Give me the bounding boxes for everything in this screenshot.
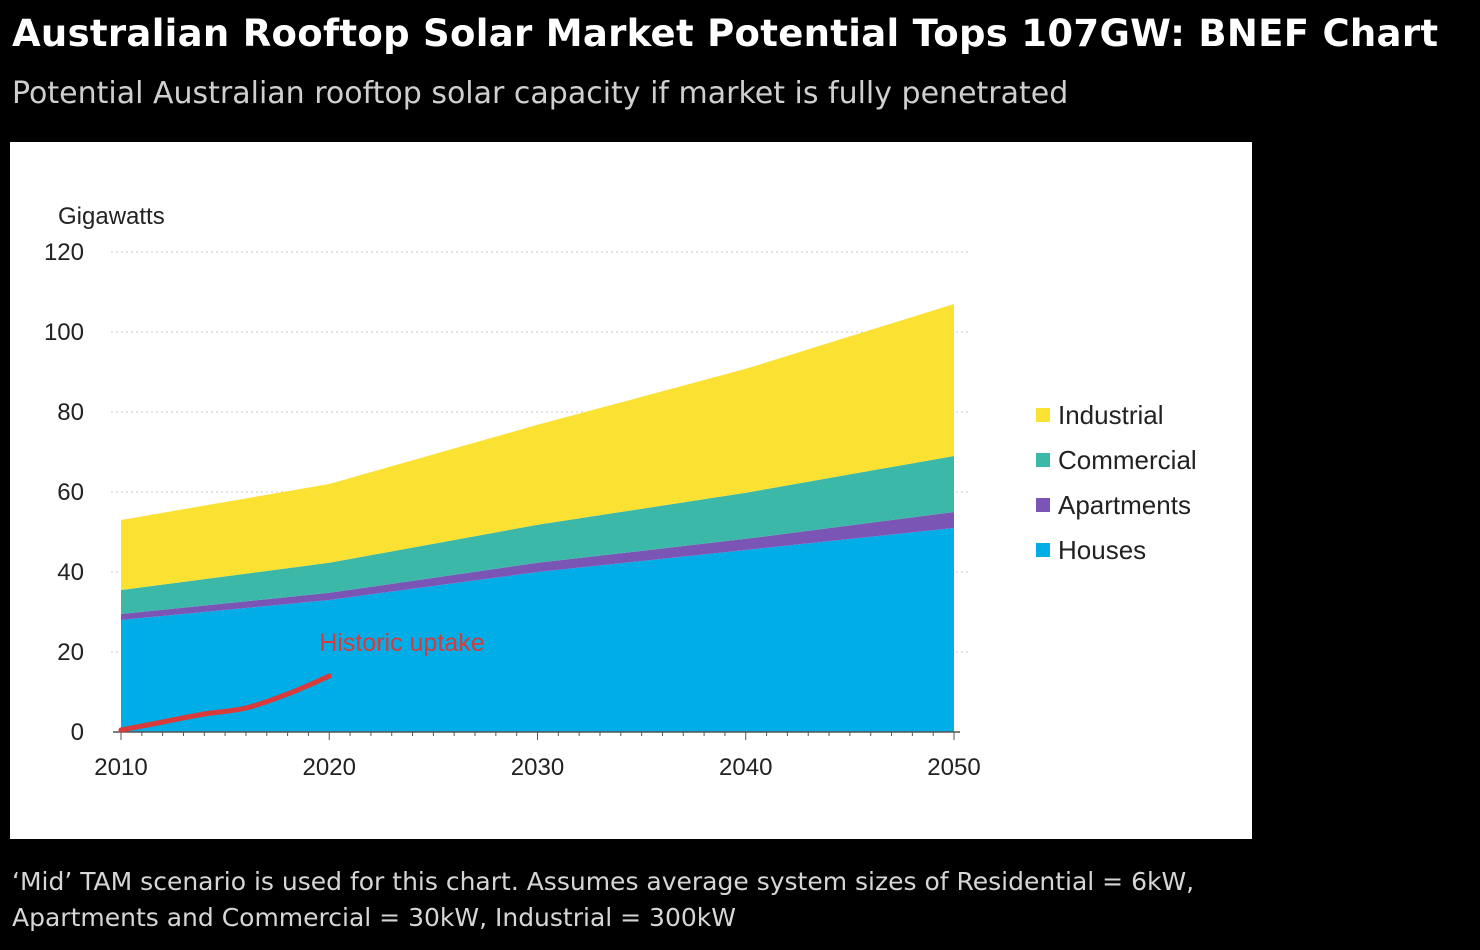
legend-swatch-apartments xyxy=(1036,498,1050,512)
chart-panel: Gigawatts 0 20 40 60 80 100 120 2010 2020 2030 204… xyxy=(10,142,1252,839)
legend-label-commercial: Commercial xyxy=(1058,445,1197,475)
footnote-line-1: ‘Mid’ TAM scenario is used for this char… xyxy=(12,867,1195,896)
x-tick-label: 2010 xyxy=(94,754,147,781)
x-tick-label: 2040 xyxy=(719,754,772,781)
y-tick-label: 120 xyxy=(44,239,84,266)
x-tick-label: 2050 xyxy=(927,754,980,781)
legend-swatch-industrial xyxy=(1036,408,1050,422)
footnote: ‘Mid’ TAM scenario is used for this char… xyxy=(12,864,1452,936)
legend-label-houses: Houses xyxy=(1058,535,1146,565)
y-tick-label: 100 xyxy=(44,319,84,346)
area-apartments xyxy=(121,512,954,620)
legend-label-industrial: Industrial xyxy=(1058,400,1164,430)
area-industrial xyxy=(121,304,954,590)
y-tick-label: 0 xyxy=(71,719,84,746)
area-commercial xyxy=(121,456,954,614)
footnote-line-2: Apartments and Commercial = 30kW, Indust… xyxy=(12,903,736,932)
y-tick-label: 60 xyxy=(57,479,84,506)
x-tick-label: 2030 xyxy=(511,754,564,781)
y-tick-label: 40 xyxy=(57,559,84,586)
area-series xyxy=(121,304,954,732)
chart-title: Australian Rooftop Solar Market Potentia… xyxy=(12,12,1439,55)
chart-subtitle: Potential Australian rooftop solar capac… xyxy=(12,76,1069,111)
x-tick-label: 2020 xyxy=(303,754,356,781)
y-tick-label: 20 xyxy=(57,639,84,666)
y-axis-label: Gigawatts xyxy=(58,203,165,230)
historic-uptake-annotation: Historic uptake xyxy=(118,629,485,733)
legend: Industrial Commercial Apartments Houses xyxy=(1036,400,1197,565)
historic-uptake-line xyxy=(118,673,332,733)
x-axis xyxy=(113,731,960,740)
y-tick-label: 80 xyxy=(57,399,84,426)
legend-swatch-commercial xyxy=(1036,453,1050,467)
legend-label-apartments: Apartments xyxy=(1058,490,1191,520)
legend-swatch-houses xyxy=(1036,543,1050,557)
historic-uptake-label: Historic uptake xyxy=(319,629,484,657)
area-houses xyxy=(121,528,954,732)
